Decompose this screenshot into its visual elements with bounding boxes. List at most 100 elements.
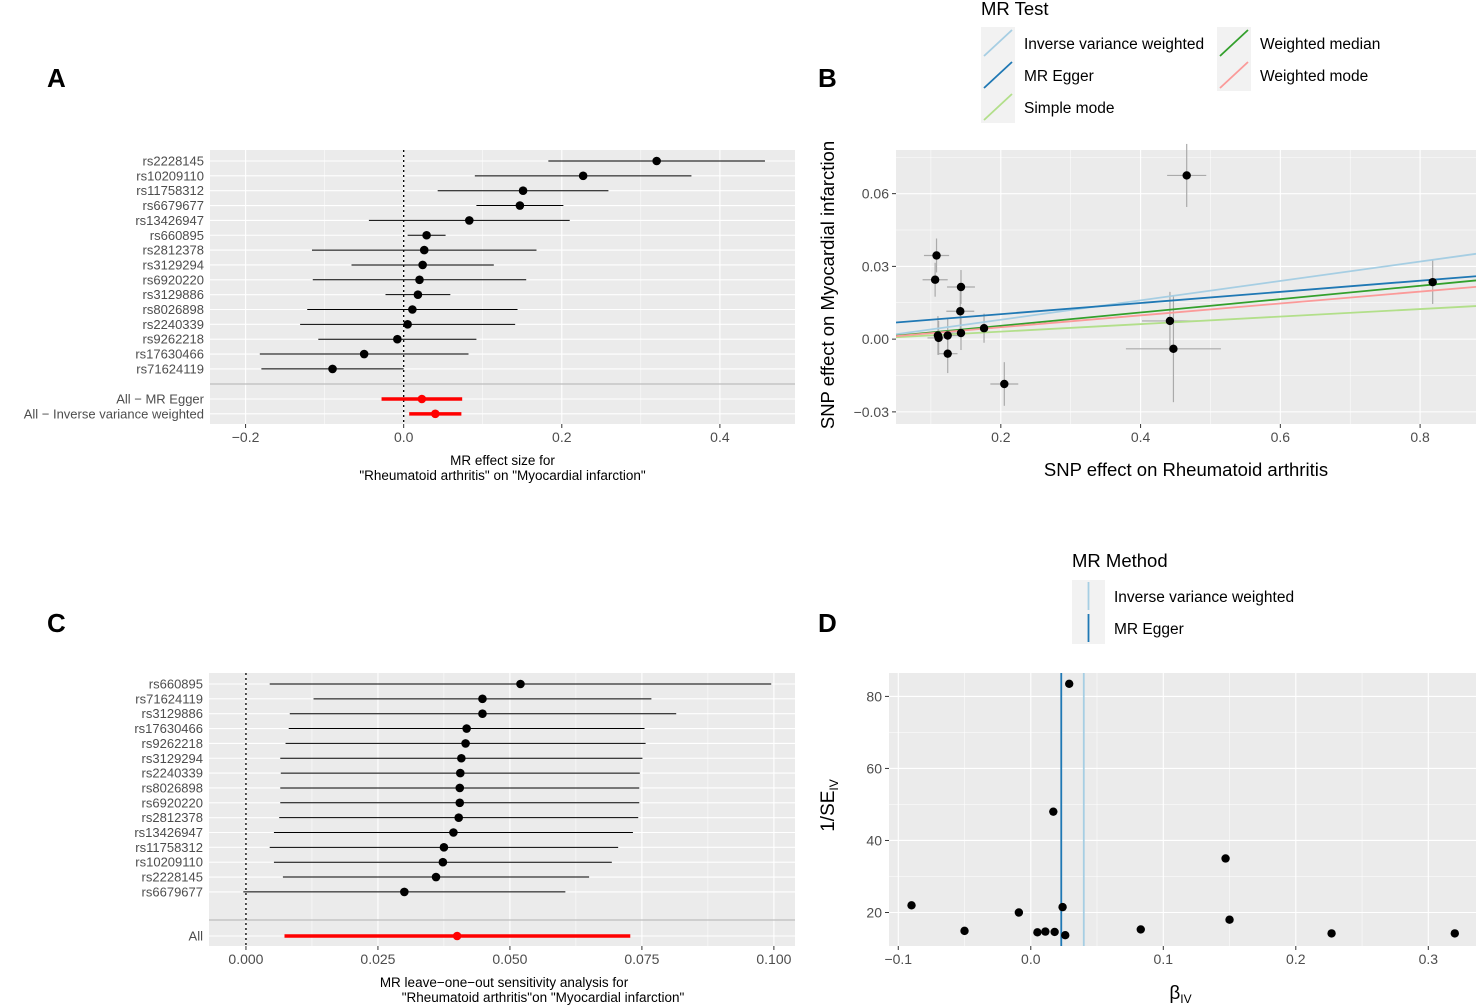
snp-label: rs6679677 bbox=[143, 198, 204, 213]
snp-label: rs17630466 bbox=[134, 721, 203, 736]
x-axis-title: βIV bbox=[1169, 983, 1191, 1006]
snp-label: rs3129886 bbox=[142, 706, 203, 721]
snp-label: rs17630466 bbox=[135, 347, 204, 362]
x-axis-title-sub: IV bbox=[1180, 992, 1191, 1006]
estimate-point bbox=[359, 349, 369, 359]
summary-point bbox=[431, 409, 440, 419]
estimate-point bbox=[400, 887, 409, 897]
y-tick-label: 0.00 bbox=[862, 331, 889, 347]
snp-label: rs3129294 bbox=[142, 751, 203, 766]
legend-label: Weighted median bbox=[1260, 36, 1380, 53]
estimate-point bbox=[516, 679, 525, 689]
legend-label: Inverse variance weighted bbox=[1114, 589, 1294, 606]
snp-label: rs2812378 bbox=[143, 243, 204, 258]
estimate-point bbox=[449, 828, 458, 837]
legend-label: MR Egger bbox=[1024, 68, 1094, 85]
snp-label: rs9262218 bbox=[143, 332, 204, 347]
snp-point bbox=[1221, 854, 1230, 863]
snp-point bbox=[1050, 927, 1059, 937]
snp-label: rs2228145 bbox=[143, 154, 204, 169]
y-tick-label: 20 bbox=[866, 905, 882, 921]
plot-background bbox=[210, 150, 795, 424]
estimate-point bbox=[408, 305, 417, 314]
estimate-point bbox=[457, 753, 466, 763]
x-tick-label: 0.6 bbox=[1271, 429, 1291, 445]
x-tick-label: 0.2 bbox=[552, 429, 572, 445]
snp-point bbox=[907, 901, 916, 910]
panel-label-c: C bbox=[47, 608, 66, 638]
snp-label: rs13426947 bbox=[134, 825, 203, 840]
forest-plot-a: rs2228145rs10209110rs11758312rs6679677rs… bbox=[24, 150, 795, 483]
estimate-point bbox=[455, 783, 465, 793]
mr-line bbox=[896, 279, 1476, 337]
snp-label: rs2240339 bbox=[142, 766, 203, 781]
snp-label: rs2812378 bbox=[142, 810, 203, 825]
plot-background bbox=[209, 673, 795, 946]
legend-label: Simple mode bbox=[1024, 100, 1114, 117]
snp-point bbox=[1169, 344, 1178, 354]
snp-point bbox=[1061, 930, 1070, 940]
snp-point bbox=[960, 926, 969, 936]
legend-label: Weighted mode bbox=[1260, 68, 1368, 85]
snp-point bbox=[1049, 807, 1058, 816]
x-tick-label: 0.3 bbox=[1419, 951, 1439, 967]
summary-point bbox=[417, 394, 427, 404]
estimate-point bbox=[415, 275, 424, 285]
snp-label: rs13426947 bbox=[135, 213, 204, 228]
snp-point bbox=[1136, 925, 1145, 934]
x-tick-label: 0.1 bbox=[1154, 951, 1174, 967]
summary-point bbox=[452, 931, 462, 941]
estimate-point bbox=[578, 171, 588, 181]
y-tick-label: 60 bbox=[866, 760, 882, 776]
x-tick-label: −0.2 bbox=[232, 429, 260, 445]
y-tick-label: 0.03 bbox=[862, 258, 889, 274]
estimate-point bbox=[422, 230, 431, 240]
x-tick-label: 0.8 bbox=[1410, 429, 1430, 445]
snp-point bbox=[943, 349, 952, 358]
panel-label-d: D bbox=[818, 608, 837, 638]
mr-line bbox=[896, 275, 1476, 324]
y-tick-label: 40 bbox=[866, 832, 882, 848]
snp-label: rs6920220 bbox=[143, 272, 204, 287]
summary-label: All bbox=[189, 929, 204, 944]
x-tick-label: 0.4 bbox=[1131, 429, 1151, 445]
legend-key-line bbox=[983, 93, 1013, 121]
estimate-point bbox=[439, 843, 449, 852]
estimate-point bbox=[462, 724, 471, 733]
legend-title: MR Method bbox=[1072, 550, 1168, 571]
y-axis-title-main: 1/SE bbox=[818, 791, 839, 832]
legend-key-line bbox=[983, 29, 1013, 57]
snp-label: rs10209110 bbox=[136, 168, 204, 183]
x-tick-label: 0.0 bbox=[1021, 951, 1041, 967]
snp-label: rs660895 bbox=[149, 677, 203, 692]
x-axis-title: SNP effect on Rheumatoid arthritis bbox=[1044, 459, 1328, 480]
y-axis-title: 1/SEIV bbox=[818, 779, 841, 832]
snp-point bbox=[1327, 929, 1336, 938]
snp-point bbox=[1450, 929, 1459, 938]
legend-label: MR Egger bbox=[1114, 621, 1184, 638]
snp-point bbox=[956, 307, 965, 316]
x-axis-title-line1: MR effect size for bbox=[450, 453, 555, 468]
mr-line bbox=[896, 285, 1476, 338]
snp-label: rs11758312 bbox=[135, 840, 203, 855]
snp-label: rs6920220 bbox=[142, 795, 203, 810]
legend-key-line bbox=[1219, 29, 1249, 57]
estimate-point bbox=[518, 186, 528, 195]
snp-point bbox=[1428, 277, 1437, 287]
snp-point bbox=[1000, 379, 1009, 389]
x-tick-label: 0.2 bbox=[1286, 951, 1306, 967]
snp-label: rs10209110 bbox=[135, 855, 203, 870]
snp-point bbox=[979, 324, 989, 333]
snp-label: rs8026898 bbox=[142, 780, 203, 795]
estimate-point bbox=[652, 156, 661, 166]
snp-point bbox=[1065, 679, 1074, 689]
estimate-point bbox=[419, 245, 429, 255]
snp-point bbox=[1058, 902, 1067, 912]
plot-background bbox=[896, 150, 1476, 424]
x-axis-title-line1: MR leave−one−out sensitivity analysis fo… bbox=[380, 975, 629, 990]
panel-label-b: B bbox=[818, 63, 837, 93]
estimate-point bbox=[455, 798, 465, 808]
snp-label: rs71624119 bbox=[136, 361, 204, 376]
estimate-point bbox=[515, 201, 525, 210]
